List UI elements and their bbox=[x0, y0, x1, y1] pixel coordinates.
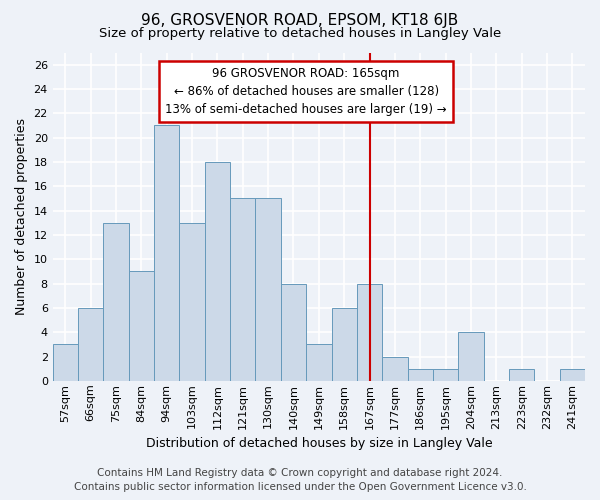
Bar bbox=[382, 356, 407, 381]
Bar bbox=[433, 368, 458, 381]
Bar bbox=[458, 332, 484, 381]
Bar bbox=[256, 198, 281, 381]
Bar bbox=[509, 368, 535, 381]
Bar bbox=[205, 162, 230, 381]
Bar bbox=[560, 368, 585, 381]
Bar bbox=[53, 344, 78, 381]
Bar bbox=[154, 126, 179, 381]
Bar bbox=[357, 284, 382, 381]
Text: Size of property relative to detached houses in Langley Vale: Size of property relative to detached ho… bbox=[99, 28, 501, 40]
Text: 96 GROSVENOR ROAD: 165sqm
← 86% of detached houses are smaller (128)
13% of semi: 96 GROSVENOR ROAD: 165sqm ← 86% of detac… bbox=[166, 67, 447, 116]
Y-axis label: Number of detached properties: Number of detached properties bbox=[15, 118, 28, 315]
Text: 96, GROSVENOR ROAD, EPSOM, KT18 6JB: 96, GROSVENOR ROAD, EPSOM, KT18 6JB bbox=[142, 12, 458, 28]
Bar bbox=[332, 308, 357, 381]
Bar bbox=[407, 368, 433, 381]
Bar bbox=[129, 272, 154, 381]
Bar bbox=[103, 223, 129, 381]
Bar bbox=[281, 284, 306, 381]
Bar bbox=[230, 198, 256, 381]
Bar bbox=[179, 223, 205, 381]
X-axis label: Distribution of detached houses by size in Langley Vale: Distribution of detached houses by size … bbox=[146, 437, 492, 450]
Bar bbox=[78, 308, 103, 381]
Bar bbox=[306, 344, 332, 381]
Text: Contains HM Land Registry data © Crown copyright and database right 2024.
Contai: Contains HM Land Registry data © Crown c… bbox=[74, 468, 526, 492]
